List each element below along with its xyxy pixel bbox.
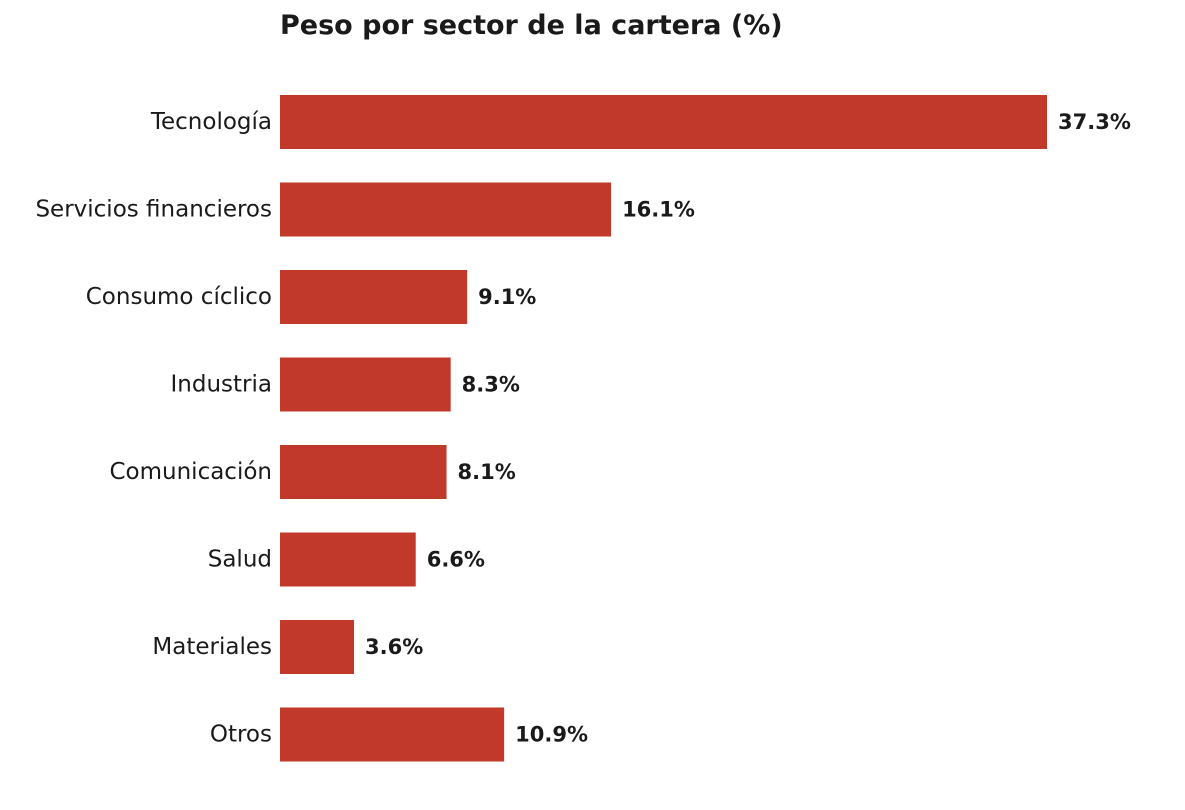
value-label: 3.6% bbox=[365, 635, 423, 659]
value-label: 8.3% bbox=[462, 373, 520, 397]
bar bbox=[280, 707, 505, 762]
category-label: Tecnología bbox=[150, 109, 272, 135]
bars-group bbox=[280, 95, 1047, 762]
bar bbox=[280, 357, 451, 412]
chart-title: Peso por sector de la cartera (%) bbox=[280, 10, 783, 41]
bar bbox=[280, 532, 416, 587]
category-label: Industria bbox=[171, 372, 272, 398]
value-label: 37.3% bbox=[1058, 110, 1131, 134]
bar bbox=[280, 95, 1047, 149]
value-label: 6.6% bbox=[427, 548, 485, 572]
bar bbox=[280, 182, 612, 237]
value-label: 8.1% bbox=[458, 460, 516, 484]
value-labels: 37.3% 16.1% 9.1% 8.3% 8.1% 6.6% 3.6% 10.9% bbox=[365, 110, 1131, 747]
category-label: Comunicación bbox=[109, 459, 272, 485]
category-label: Salud bbox=[208, 547, 272, 573]
category-label: Otros bbox=[210, 722, 272, 748]
bar bbox=[280, 445, 447, 499]
value-label: 16.1% bbox=[622, 198, 695, 222]
bar bbox=[280, 620, 355, 674]
bar bbox=[280, 270, 468, 324]
category-labels: Tecnología Servicios financieros Consumo c… bbox=[35, 109, 272, 748]
value-label: 10.9% bbox=[515, 723, 588, 747]
value-label: 9.1% bbox=[478, 285, 536, 309]
category-label: Servicios financieros bbox=[35, 197, 272, 223]
category-label: Materiales bbox=[152, 634, 272, 660]
category-label: Consumo cíclico bbox=[86, 284, 272, 310]
